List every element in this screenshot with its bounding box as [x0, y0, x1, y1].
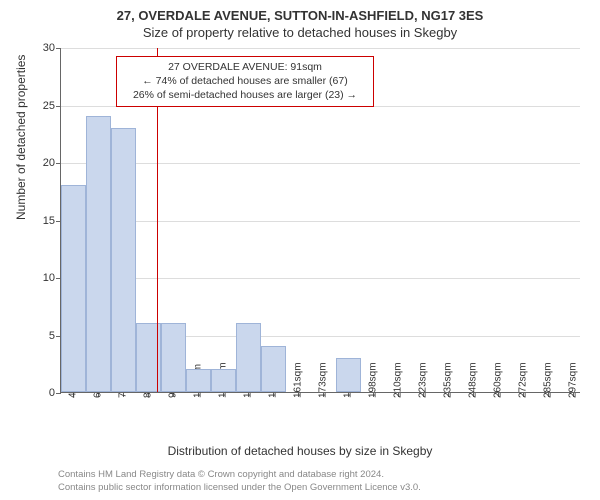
x-tick-label: 223sqm [418, 362, 429, 398]
x-tick-label: 198sqm [368, 362, 379, 398]
x-tick-label: 248sqm [468, 362, 479, 398]
y-tick-label: 5 [49, 330, 55, 342]
y-tick-mark [56, 48, 61, 49]
x-tick-label: 161sqm [293, 362, 304, 398]
x-tick-label: 260sqm [493, 362, 504, 398]
histogram-bar [61, 185, 86, 392]
annotation-line: 27 OVERDALE AVENUE: 91sqm [123, 60, 367, 74]
y-tick-label: 20 [43, 157, 55, 169]
grid-line [61, 163, 580, 164]
histogram-chart: 05101520253049sqm61sqm74sqm86sqm99sqm111… [60, 48, 580, 393]
x-tick-label: 173sqm [318, 362, 329, 398]
x-tick-label: 235sqm [443, 362, 454, 398]
x-axis-label: Distribution of detached houses by size … [0, 444, 600, 458]
footer-attribution: Contains HM Land Registry data © Crown c… [58, 469, 421, 494]
histogram-bar [336, 358, 361, 393]
y-tick-label: 30 [43, 42, 55, 54]
annotation-line: 26% of semi-detached houses are larger (… [123, 88, 367, 102]
page-title-address: 27, OVERDALE AVENUE, SUTTON-IN-ASHFIELD,… [0, 0, 600, 23]
footer-line-1: Contains HM Land Registry data © Crown c… [58, 469, 421, 481]
histogram-bar [186, 369, 211, 392]
x-tick-label: 210sqm [393, 362, 404, 398]
histogram-bar [211, 369, 236, 392]
y-tick-mark [56, 106, 61, 107]
y-tick-label: 10 [43, 272, 55, 284]
x-tick-label: 272sqm [518, 362, 529, 398]
grid-line [61, 48, 580, 49]
grid-line [61, 278, 580, 279]
y-tick-label: 25 [43, 100, 55, 112]
histogram-bar [86, 116, 111, 392]
y-tick-mark [56, 163, 61, 164]
y-tick-mark [56, 393, 61, 394]
y-tick-label: 0 [49, 387, 55, 399]
annotation-box: 27 OVERDALE AVENUE: 91sqm← 74% of detach… [116, 56, 374, 107]
y-tick-label: 15 [43, 215, 55, 227]
annotation-line: ← 74% of detached houses are smaller (67… [123, 74, 367, 88]
page-subtitle: Size of property relative to detached ho… [0, 23, 600, 40]
footer-line-2: Contains public sector information licen… [58, 482, 421, 494]
x-tick-label: 297sqm [568, 362, 579, 398]
y-axis-label: Number of detached properties [14, 55, 28, 220]
plot-area: 05101520253049sqm61sqm74sqm86sqm99sqm111… [60, 48, 580, 393]
histogram-bar [261, 346, 286, 392]
grid-line [61, 221, 580, 222]
histogram-bar [161, 323, 186, 392]
histogram-bar [111, 128, 136, 393]
histogram-bar [236, 323, 261, 392]
x-tick-label: 285sqm [543, 362, 554, 398]
